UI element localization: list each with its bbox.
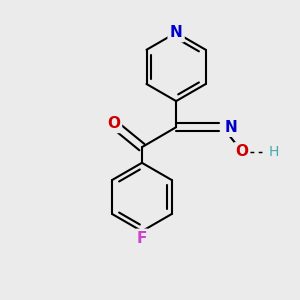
Text: O: O [107, 116, 120, 131]
Text: H: H [269, 145, 279, 159]
Text: F: F [137, 231, 147, 246]
Text: O: O [235, 144, 248, 159]
Text: N: N [225, 120, 237, 135]
Text: N: N [170, 25, 182, 40]
